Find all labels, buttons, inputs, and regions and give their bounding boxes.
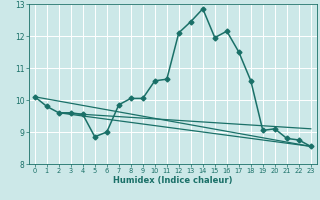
- X-axis label: Humidex (Indice chaleur): Humidex (Indice chaleur): [113, 176, 233, 185]
